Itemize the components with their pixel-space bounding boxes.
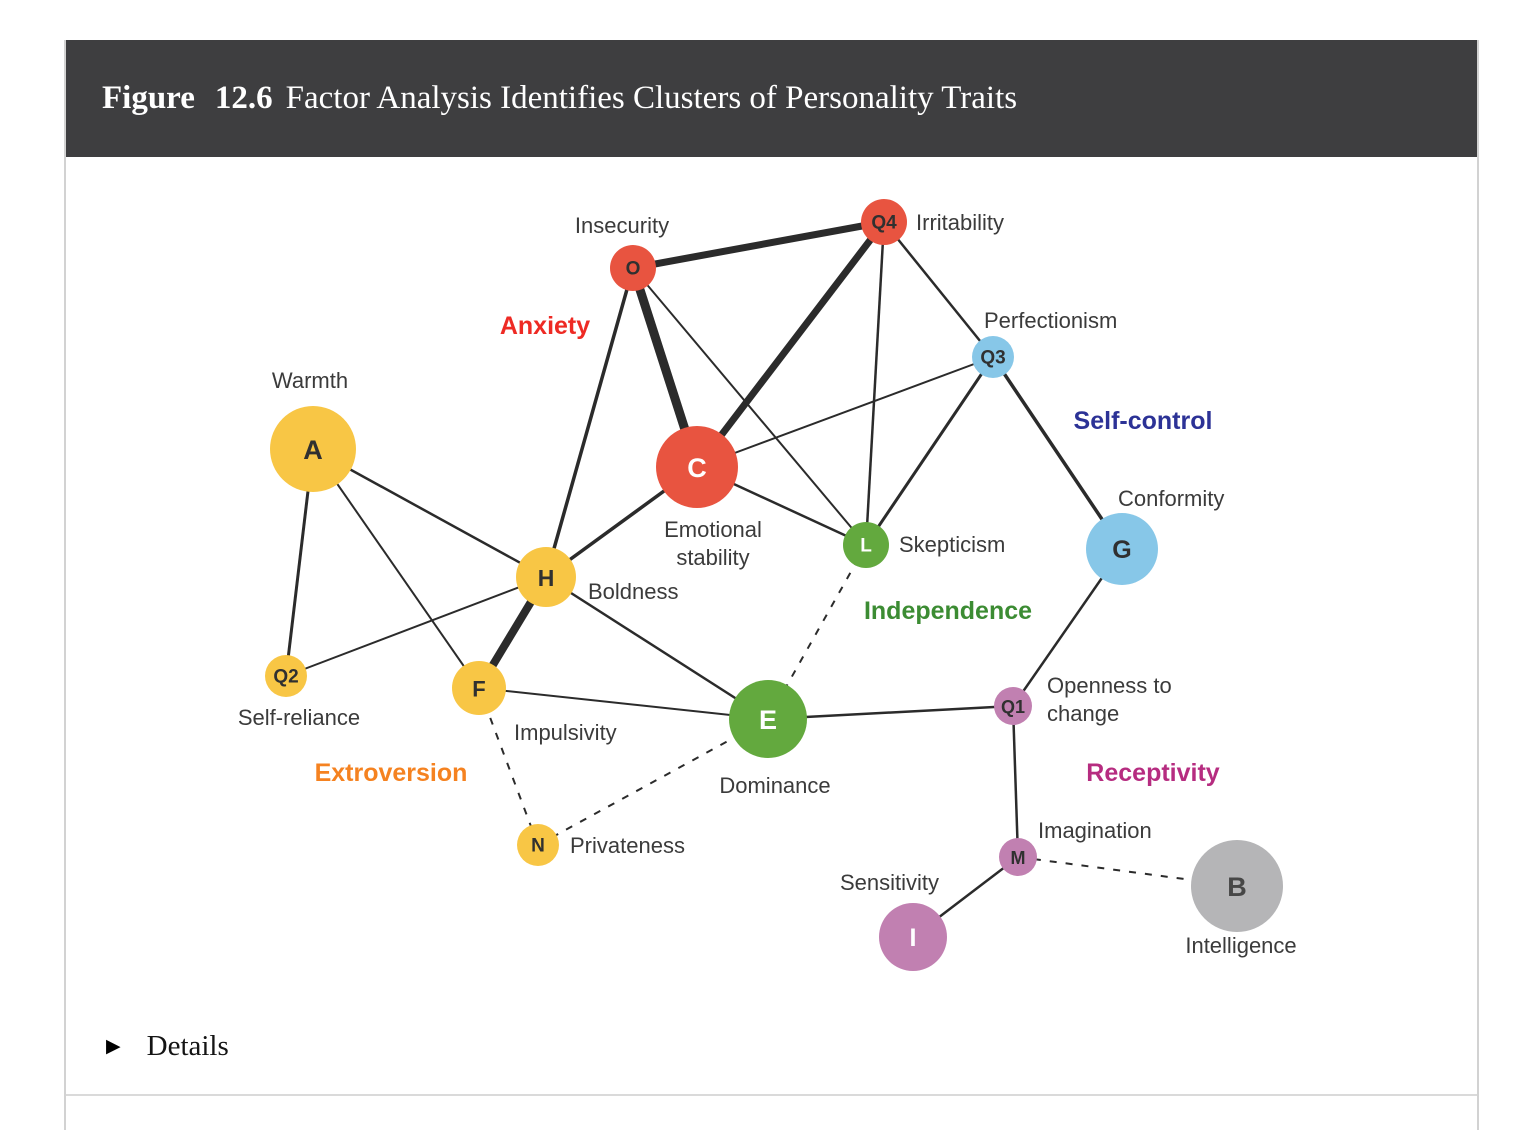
trait-label-E: Dominance — [719, 773, 830, 798]
edge-F-E — [478, 687, 769, 720]
node-H — [516, 547, 576, 607]
node-Q4 — [861, 199, 907, 245]
edge-Q3-C — [696, 356, 994, 468]
edge-H-E — [545, 575, 769, 721]
edge-N-E — [537, 718, 769, 846]
trait-label-A: Warmth — [272, 368, 348, 393]
trait-label-G: Conformity — [1118, 486, 1224, 511]
cluster-label-independence: Independence — [864, 597, 1032, 625]
node-Q3 — [972, 336, 1014, 378]
node-letter-O: O — [626, 259, 641, 280]
edge-O-H — [544, 267, 635, 578]
figure-header: Figure 12.6 Factor Analysis Identifies C… — [66, 40, 1477, 157]
node-letter-H: H — [538, 565, 555, 591]
trait-label-H: Boldness — [588, 579, 679, 604]
cluster-label-self-control: Self-control — [1074, 407, 1213, 435]
figure-number: 12.6 — [214, 80, 273, 116]
figure-title: Factor Analysis Identifies Clusters of P… — [285, 80, 1018, 116]
edge-Q1-M — [1011, 705, 1020, 858]
details-disclosure[interactable]: ▶ Details — [106, 1024, 229, 1068]
footer-divider — [66, 1094, 1477, 1096]
trait-label-N: Privateness — [570, 833, 685, 858]
node-letter-N: N — [531, 836, 545, 857]
trait-label-L: Skepticism — [899, 532, 1005, 557]
page-right-edge — [1477, 40, 1479, 1130]
node-O — [610, 245, 656, 291]
trait-label-O: Insecurity — [575, 213, 669, 238]
disclosure-triangle-icon: ▶ — [106, 1034, 121, 1057]
node-L — [843, 522, 889, 568]
node-Q1 — [994, 687, 1032, 725]
cluster-label-anxiety: Anxiety — [500, 312, 590, 340]
node-letter-G: G — [1112, 536, 1131, 564]
node-Q2 — [265, 655, 307, 697]
node-A — [270, 406, 356, 492]
edge-A-H — [312, 447, 547, 579]
node-letter-C: C — [687, 453, 707, 483]
node-C — [656, 426, 738, 508]
node-G — [1086, 513, 1158, 585]
trait-label-C: stability — [676, 545, 749, 570]
edge-Q4-C — [694, 219, 887, 470]
node-letter-E: E — [759, 705, 777, 735]
edge-Q2-H — [285, 576, 547, 677]
edge-E-Q1 — [767, 704, 1014, 721]
node-letter-A: A — [303, 435, 323, 465]
trait-label-Q1: Openness to — [1047, 673, 1172, 698]
node-letter-Q1: Q1 — [1001, 697, 1025, 717]
node-letter-M: M — [1011, 848, 1026, 868]
trait-label-M: Imagination — [1038, 818, 1152, 843]
node-I — [879, 903, 947, 971]
node-letter-B: B — [1227, 872, 1247, 902]
node-letter-Q4: Q4 — [871, 213, 897, 234]
cluster-label-receptivity: Receptivity — [1086, 759, 1219, 787]
trait-label-Q3: Perfectionism — [984, 308, 1117, 333]
edge-M-B — [1017, 856, 1238, 887]
trait-label-Q1: change — [1047, 701, 1119, 726]
edge-Q3-L — [864, 356, 995, 546]
node-F — [452, 661, 506, 715]
edge-O-Q4 — [632, 218, 885, 272]
details-label: Details — [146, 1029, 229, 1062]
edge-Q4-Q3 — [883, 221, 994, 358]
trait-label-B: Intelligence — [1185, 933, 1296, 958]
node-letter-L: L — [860, 536, 872, 557]
node-E — [729, 680, 807, 758]
trait-label-F: Impulsivity — [514, 720, 617, 745]
figure-label: Figure — [102, 80, 195, 116]
edge-F-N — [478, 687, 539, 846]
node-B — [1191, 840, 1283, 932]
node-M — [999, 838, 1037, 876]
trait-label-C: Emotional — [664, 517, 762, 542]
edge-O-L — [632, 267, 867, 546]
node-N — [517, 824, 559, 866]
node-letter-Q3: Q3 — [980, 348, 1005, 369]
cluster-label-extroversion: Extroversion — [315, 759, 468, 787]
edge-Q3-G — [991, 356, 1124, 550]
trait-label-I: Sensitivity — [840, 870, 939, 895]
edge-Q4-L — [864, 221, 886, 546]
trait-label-Q4: Irritability — [916, 210, 1004, 235]
node-letter-Q2: Q2 — [273, 667, 298, 688]
edge-A-F — [312, 448, 480, 689]
page-left-edge — [64, 40, 66, 1130]
node-letter-F: F — [472, 677, 485, 702]
node-letter-I: I — [910, 924, 917, 952]
trait-label-Q2: Self-reliance — [238, 705, 360, 730]
